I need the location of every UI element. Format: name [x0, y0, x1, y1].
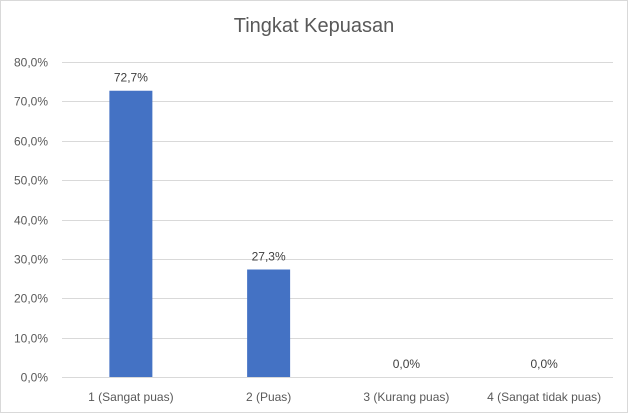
y-tick-label: 60,0% [14, 135, 48, 149]
category-label: 1 (Sangat puas) [88, 390, 173, 404]
bars [109, 90, 291, 378]
y-tick-label: 50,0% [14, 174, 48, 188]
data-labels: 72,7% 27,3% 0,0% 0,0% [114, 71, 558, 371]
y-tick-label: 80,0% [14, 56, 48, 70]
chart-title: Tingkat Kepuasan [233, 15, 395, 37]
category-label: 3 (Kurang puas) [363, 390, 449, 404]
data-label: 72,7% [114, 71, 148, 85]
y-axis-tick-labels: 0,0% 10,0% 20,0% 30,0% 40,0% 50,0% 60,0% 70,0% 8… [14, 56, 48, 385]
y-tick-label: 70,0% [14, 95, 48, 109]
data-label: 0,0% [393, 357, 421, 371]
y-tick-label: 20,0% [14, 292, 48, 306]
y-tick-label: 30,0% [14, 253, 48, 267]
data-label: 0,0% [530, 357, 558, 371]
data-label: 27,3% [252, 250, 286, 264]
bar [109, 90, 153, 378]
category-label: 4 (Sangat tidak puas) [487, 390, 601, 404]
category-labels: 1 (Sangat puas) 2 (Puas) 3 (Kurang puas) 4 … [88, 390, 601, 404]
category-label: 2 (Puas) [246, 390, 291, 404]
gridlines [62, 62, 613, 378]
y-tick-label: 0,0% [21, 371, 49, 385]
bar [247, 269, 291, 377]
y-tick-label: 40,0% [14, 214, 48, 228]
y-tick-label: 10,0% [14, 332, 48, 346]
